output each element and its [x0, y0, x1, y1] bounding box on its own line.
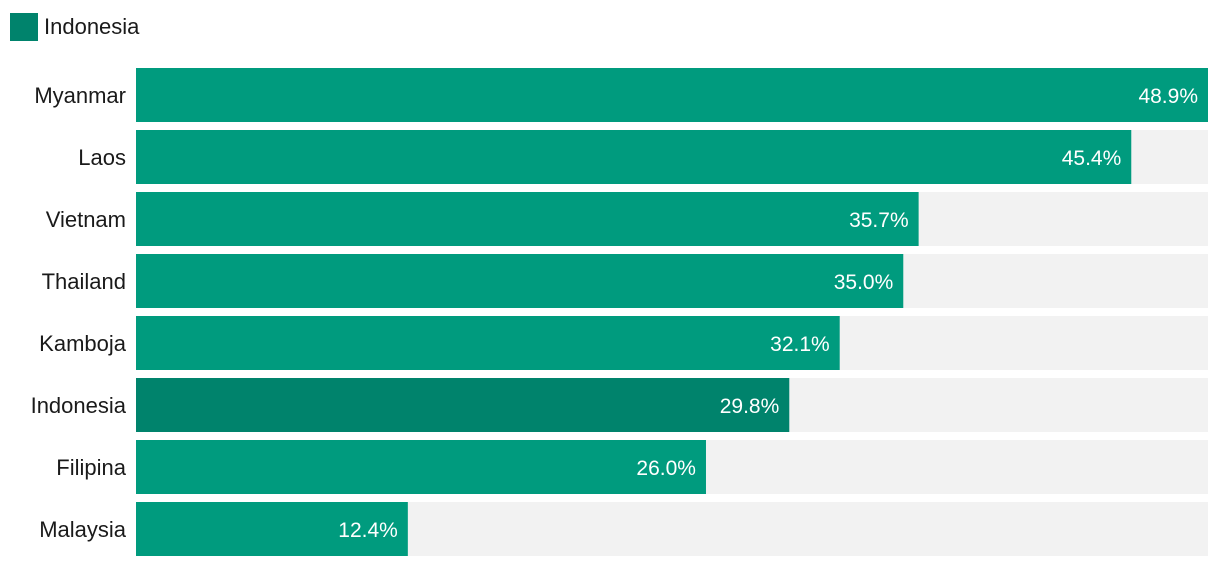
bar-vietnam	[136, 192, 919, 246]
value-label: 32.1%	[770, 333, 830, 356]
value-label: 45.4%	[1062, 147, 1122, 170]
bar-indonesia	[136, 378, 790, 432]
category-label: Thailand	[42, 269, 126, 294]
category-label: Malaysia	[39, 517, 127, 542]
value-label: 35.7%	[849, 209, 909, 232]
legend-swatch	[10, 13, 38, 41]
legend: Indonesia	[10, 12, 139, 42]
legend-label: Indonesia	[44, 14, 140, 39]
value-label: 29.8%	[720, 395, 780, 418]
value-label: 35.0%	[834, 271, 894, 294]
category-label: Filipina	[56, 455, 126, 480]
bar-myanmar	[136, 68, 1208, 122]
bar-laos	[136, 130, 1132, 184]
bar-filipina	[136, 440, 706, 494]
value-label: 12.4%	[338, 519, 398, 542]
value-label: 48.9%	[1138, 85, 1198, 108]
category-label: Laos	[78, 145, 126, 170]
bar-thailand	[136, 254, 904, 308]
category-label: Vietnam	[46, 207, 126, 232]
bar-malaysia	[136, 502, 408, 556]
category-label: Indonesia	[31, 393, 127, 418]
value-label: 26.0%	[636, 457, 696, 480]
bar-kamboja	[136, 316, 840, 370]
category-label: Myanmar	[34, 83, 126, 108]
category-label: Kamboja	[39, 331, 127, 356]
